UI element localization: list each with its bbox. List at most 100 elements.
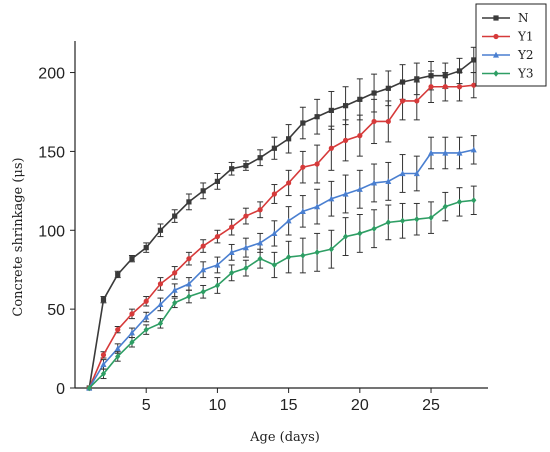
data-point-Y1 (129, 311, 135, 317)
data-point-Y1 (143, 298, 149, 304)
x-tick-label: 20 (351, 397, 369, 414)
data-point-Y1 (172, 270, 178, 276)
legend-marker (493, 70, 499, 77)
data-point-N (257, 155, 263, 161)
data-point-N (200, 188, 206, 194)
data-point-Y3 (300, 252, 306, 259)
data-point-Y2 (342, 190, 349, 197)
data-point-N (143, 245, 149, 251)
data-point-Y1 (328, 145, 334, 151)
axes-layer: 5 10 15 20 25 0 50 100 150 200 (38, 41, 488, 414)
data-point-Y2 (200, 266, 207, 273)
data-point-Y2 (356, 186, 363, 192)
legend: N Y1 Y2 Y3 (475, 3, 547, 87)
data-point-Y3 (456, 198, 463, 206)
series-line-Y2 (88, 149, 474, 389)
data-point-Y3 (157, 320, 164, 327)
data-point-Y2 (428, 149, 435, 156)
data-point-N (286, 136, 292, 142)
data-point-Y3 (257, 255, 263, 262)
data-point-Y2 (285, 217, 292, 224)
series-line-Y1 (88, 84, 474, 389)
data-point-Y1 (371, 118, 377, 125)
data-point-Y1 (442, 84, 448, 90)
y-tick-label: 0 (56, 381, 65, 398)
data-point-Y3 (442, 203, 448, 210)
y-axis-title: Concrete shrinkage (μs) (11, 157, 26, 316)
series-line-Y3 (88, 199, 474, 389)
data-point-Y2 (171, 287, 178, 293)
data-point-N (129, 256, 135, 262)
data-point-N (186, 199, 192, 205)
data-point-Y1 (300, 164, 306, 170)
series-N (86, 46, 477, 391)
data-point-N (471, 57, 477, 63)
legend-item-N: N (482, 11, 529, 25)
y-tick-label: 150 (38, 144, 65, 161)
legend-item-Y2: Y2 (482, 48, 534, 62)
x-axis-title: Age (days) (249, 430, 320, 445)
data-point-Y1 (342, 137, 349, 143)
y-tick-label: 100 (38, 223, 65, 240)
data-point-Y1 (399, 98, 406, 104)
data-point-Y1 (385, 118, 391, 125)
data-point-Y2 (299, 208, 306, 214)
data-point-Y2 (128, 329, 135, 336)
data-point-Y2 (114, 345, 121, 352)
data-point-Y1 (357, 133, 363, 139)
data-point-N (115, 271, 121, 278)
data-point-Y1 (229, 224, 235, 230)
data-point-Y3 (172, 299, 178, 307)
data-point-N (157, 227, 164, 233)
x-tick-label: 15 (280, 397, 298, 414)
legend-marker (493, 15, 499, 21)
data-point-Y2 (185, 280, 192, 287)
series-Y1 (86, 70, 477, 391)
data-point-Y1 (186, 256, 192, 262)
data-point-Y1 (414, 98, 420, 104)
data-point-Y1 (214, 233, 221, 240)
data-point-Y3 (471, 197, 477, 204)
legend-label: Y2 (517, 48, 534, 62)
data-point-N (371, 90, 377, 96)
data-point-Y3 (86, 384, 92, 392)
data-point-Y2 (470, 146, 477, 153)
data-point-N (385, 85, 391, 91)
data-point-Y3 (399, 217, 406, 225)
data-point-Y3 (428, 214, 434, 221)
data-point-N (342, 103, 349, 109)
data-point-Y2 (228, 249, 235, 255)
data-point-Y2 (413, 170, 420, 177)
data-point-Y3 (243, 264, 249, 272)
data-point-Y1 (257, 207, 263, 213)
data-point-Y2 (328, 195, 335, 202)
data-point-Y2 (257, 239, 264, 246)
data-point-Y3 (371, 225, 377, 232)
data-point-Y3 (129, 339, 135, 346)
data-point-Y3 (115, 353, 121, 360)
legend-item-Y1: Y1 (482, 30, 534, 44)
data-point-Y2 (442, 149, 449, 156)
data-point-Y3 (186, 293, 192, 300)
data-point-Y1 (115, 327, 121, 333)
data-point-Y1 (271, 191, 277, 197)
series-Y2 (86, 135, 477, 391)
data-point-N (300, 120, 306, 126)
legend-label: Y1 (517, 30, 534, 44)
data-point-N (314, 114, 320, 120)
data-point-Y3 (271, 261, 277, 269)
data-point-Y1 (471, 82, 477, 88)
data-point-Y3 (414, 216, 420, 223)
data-point-Y2 (242, 244, 249, 251)
x-tick-label: 5 (142, 397, 151, 414)
legend-item-Y3: Y3 (482, 67, 534, 81)
data-point-N (271, 145, 277, 151)
data-point-Y1 (456, 84, 463, 90)
data-point-Y2 (157, 301, 164, 308)
data-point-Y3 (286, 253, 292, 261)
data-point-Y2 (314, 203, 321, 210)
data-point-Y3 (200, 288, 206, 295)
data-point-N (243, 163, 249, 169)
data-point-Y1 (314, 161, 320, 167)
data-point-Y3 (342, 233, 349, 240)
